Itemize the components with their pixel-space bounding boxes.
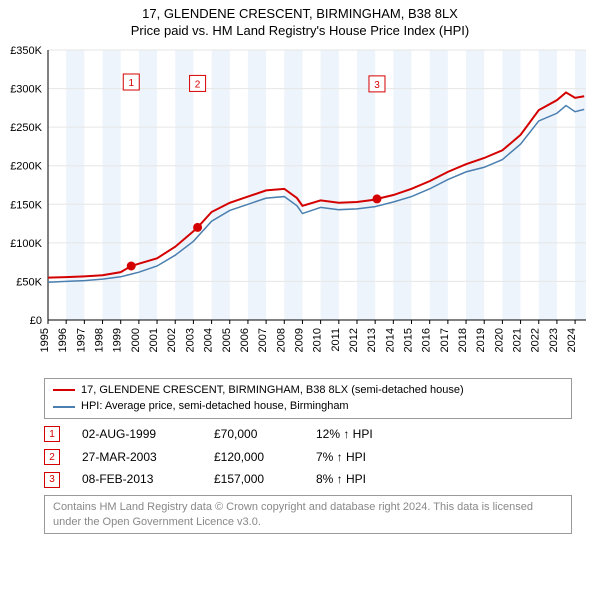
svg-text:£150K: £150K: [10, 199, 42, 211]
legend-item: HPI: Average price, semi-detached house,…: [53, 398, 563, 415]
sale-price: £157,000: [214, 468, 294, 491]
svg-text:2015: 2015: [403, 328, 415, 352]
svg-text:1999: 1999: [112, 328, 124, 352]
legend-label: 17, GLENDENE CRESCENT, BIRMINGHAM, B38 8…: [81, 382, 464, 399]
svg-text:£300K: £300K: [10, 83, 42, 95]
svg-text:2023: 2023: [548, 328, 560, 352]
svg-text:£200K: £200K: [10, 161, 42, 173]
sale-diff: 8% ↑ HPI: [316, 468, 396, 491]
svg-text:2003: 2003: [184, 328, 196, 352]
sale-price: £120,000: [214, 446, 294, 469]
svg-text:2012: 2012: [348, 328, 360, 352]
sale-date: 02-AUG-1999: [82, 423, 192, 446]
svg-text:2019: 2019: [475, 328, 487, 352]
svg-text:2007: 2007: [257, 328, 269, 352]
svg-text:2000: 2000: [130, 328, 142, 352]
svg-text:2: 2: [195, 79, 201, 90]
svg-text:2013: 2013: [366, 328, 378, 352]
page-title: 17, GLENDENE CRESCENT, BIRMINGHAM, B38 8…: [0, 0, 600, 23]
svg-text:2014: 2014: [384, 328, 396, 352]
sales-row: 1 02-AUG-1999 £70,000 12% ↑ HPI: [44, 423, 600, 446]
svg-text:2018: 2018: [457, 328, 469, 352]
svg-text:£0: £0: [30, 315, 42, 327]
svg-text:1997: 1997: [75, 328, 87, 352]
sale-date: 27-MAR-2003: [82, 446, 192, 469]
svg-text:2005: 2005: [221, 328, 233, 352]
svg-text:2016: 2016: [421, 328, 433, 352]
svg-text:2011: 2011: [330, 328, 342, 352]
svg-text:3: 3: [374, 80, 380, 91]
legend-item: 17, GLENDENE CRESCENT, BIRMINGHAM, B38 8…: [53, 382, 563, 399]
sale-date: 08-FEB-2013: [82, 468, 192, 491]
svg-text:2021: 2021: [512, 328, 524, 352]
attribution-footer: Contains HM Land Registry data © Crown c…: [44, 495, 572, 534]
sales-row: 2 27-MAR-2003 £120,000 7% ↑ HPI: [44, 446, 600, 469]
svg-text:1: 1: [128, 78, 134, 89]
svg-text:£250K: £250K: [10, 122, 42, 134]
legend-swatch: [53, 389, 75, 391]
sale-marker: 3: [44, 472, 60, 488]
svg-text:2024: 2024: [566, 328, 578, 352]
svg-text:2022: 2022: [530, 328, 542, 352]
legend-label: HPI: Average price, semi-detached house,…: [81, 398, 349, 415]
svg-text:£50K: £50K: [16, 276, 42, 288]
svg-text:£350K: £350K: [10, 45, 42, 57]
svg-text:2017: 2017: [439, 328, 451, 352]
svg-text:1998: 1998: [94, 328, 106, 352]
svg-text:2010: 2010: [312, 328, 324, 352]
sale-price: £70,000: [214, 423, 294, 446]
svg-text:1996: 1996: [57, 328, 69, 352]
sale-marker: 2: [44, 449, 60, 465]
sale-diff: 7% ↑ HPI: [316, 446, 396, 469]
sale-diff: 12% ↑ HPI: [316, 423, 396, 446]
sales-row: 3 08-FEB-2013 £157,000 8% ↑ HPI: [44, 468, 600, 491]
svg-text:2002: 2002: [166, 328, 178, 352]
legend-swatch: [53, 406, 75, 408]
legend: 17, GLENDENE CRESCENT, BIRMINGHAM, B38 8…: [44, 378, 572, 419]
svg-text:2020: 2020: [493, 328, 505, 352]
sale-marker: 1: [44, 426, 60, 442]
sales-table: 1 02-AUG-1999 £70,000 12% ↑ HPI 2 27-MAR-2003…: [44, 423, 600, 491]
price-chart: £0 £50K £100K £150K £200K £250K £300K £350K 1995…: [0, 42, 600, 372]
svg-text:2008: 2008: [275, 328, 287, 352]
page-subtitle: Price paid vs. HM Land Registry's House …: [0, 23, 600, 38]
svg-text:£100K: £100K: [10, 238, 42, 250]
svg-text:2004: 2004: [203, 328, 215, 352]
svg-text:2001: 2001: [148, 328, 160, 352]
svg-text:2009: 2009: [293, 328, 305, 352]
svg-text:2006: 2006: [239, 328, 251, 352]
svg-text:1995: 1995: [39, 328, 51, 352]
